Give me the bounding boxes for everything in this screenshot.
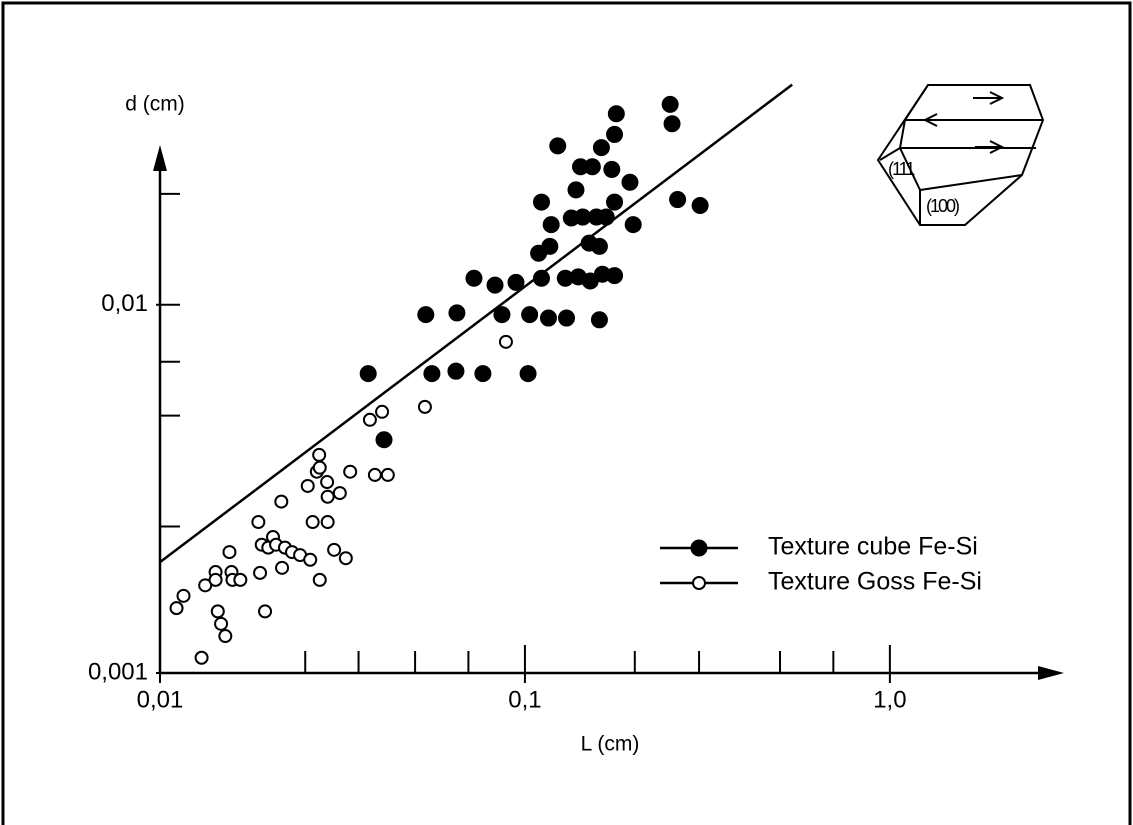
x-tick-label: 1,0 (873, 686, 906, 713)
point (253, 565, 268, 580)
point (218, 629, 233, 644)
point (606, 125, 624, 143)
point (275, 560, 290, 575)
point (176, 588, 191, 603)
legend-marker (692, 576, 706, 590)
point (343, 464, 358, 479)
point (303, 552, 318, 567)
point (233, 572, 248, 587)
point (567, 181, 585, 199)
point (474, 365, 492, 383)
point (530, 244, 548, 262)
point (312, 572, 327, 587)
y-axis-label: d (cm) (125, 93, 185, 116)
point (375, 431, 393, 449)
point (583, 158, 601, 176)
point (590, 237, 608, 255)
point (498, 334, 513, 349)
point (362, 412, 377, 427)
point (375, 404, 390, 419)
point (606, 267, 624, 285)
legend-label: Texture cube Fe-Si (768, 533, 978, 561)
inset-label: (111 (888, 159, 915, 179)
y-tick-label: 0,001 (88, 658, 148, 685)
point (214, 616, 229, 631)
point (539, 309, 557, 327)
point (507, 273, 525, 291)
x-tick-label: 0,1 (508, 686, 541, 713)
point (274, 494, 289, 509)
y-tick-label: 0,01 (101, 290, 148, 317)
point (210, 604, 225, 619)
point (606, 193, 624, 211)
point (359, 365, 377, 383)
x-axis-label: L (cm) (581, 733, 640, 756)
point (208, 572, 223, 587)
point (465, 269, 483, 287)
point (519, 365, 537, 383)
point (558, 309, 576, 327)
point (549, 137, 567, 155)
point (532, 269, 550, 287)
point (327, 542, 342, 557)
crystal-inset: (111 (100) (876, 84, 1045, 226)
point (581, 272, 599, 290)
point (417, 306, 435, 324)
point (607, 105, 625, 123)
point (597, 208, 615, 226)
point (251, 515, 266, 530)
legend-marker (690, 539, 708, 557)
point (305, 515, 320, 530)
point (320, 515, 335, 530)
point (448, 304, 466, 322)
point (661, 95, 679, 113)
fit-line (159, 83, 793, 564)
point (624, 216, 642, 234)
point (486, 276, 504, 294)
point (691, 196, 709, 214)
point (603, 160, 621, 178)
point (621, 173, 639, 191)
point (300, 478, 315, 493)
point (194, 650, 209, 665)
point (338, 551, 353, 566)
point (447, 362, 465, 380)
x-axis-arrow (1038, 666, 1064, 680)
inset-label: (100) (926, 196, 959, 216)
point (669, 191, 687, 209)
point (320, 489, 335, 504)
point (222, 545, 237, 560)
point (532, 193, 550, 211)
point (663, 115, 681, 133)
point (320, 475, 335, 490)
point (380, 467, 395, 482)
y-axis-arrow (153, 145, 167, 171)
point (493, 306, 511, 324)
point (169, 601, 184, 616)
point (423, 365, 441, 383)
legend-label: Texture Goss Fe-Si (768, 568, 982, 596)
point (592, 139, 610, 157)
point (542, 216, 560, 234)
point (367, 467, 382, 482)
point (332, 486, 347, 501)
point (590, 311, 608, 329)
point (417, 399, 432, 414)
x-tick-label: 0,01 (137, 686, 184, 713)
point (521, 306, 539, 324)
point (312, 447, 327, 462)
point (258, 604, 273, 619)
point (312, 460, 327, 475)
